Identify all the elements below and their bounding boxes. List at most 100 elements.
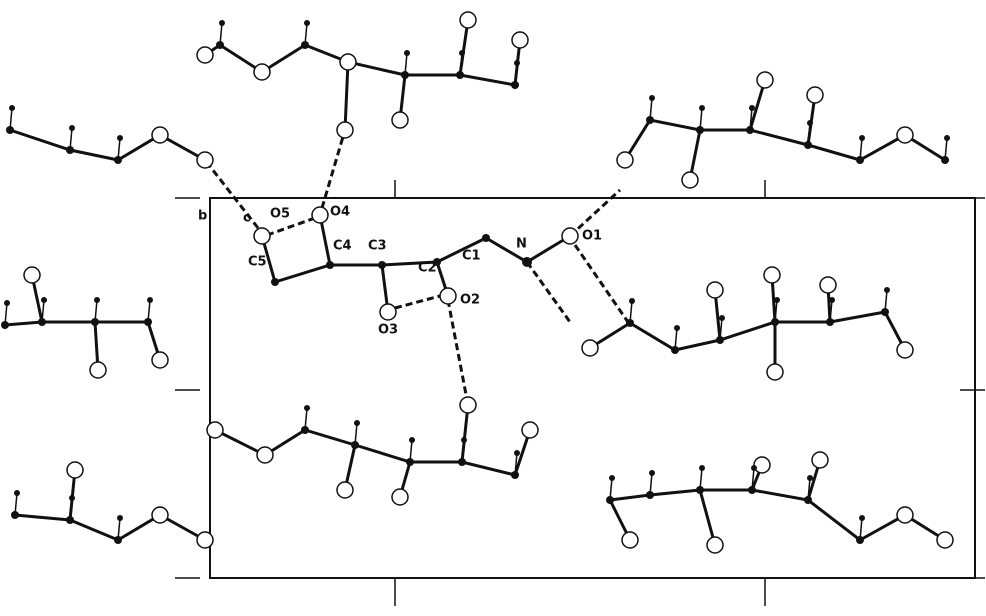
carbon-atom xyxy=(511,81,519,89)
carbon-atom xyxy=(456,71,464,79)
hydrogen-atom xyxy=(859,515,865,521)
oxygen-atom xyxy=(582,340,598,356)
hydrogen-atom xyxy=(147,297,153,303)
carbon-atom xyxy=(91,318,99,326)
hydrogen-bond xyxy=(395,296,440,308)
hydrogen-atom xyxy=(41,297,47,303)
oxygen-atom xyxy=(522,422,538,438)
oxygen-atom xyxy=(257,447,273,463)
hydrogen-atom xyxy=(4,300,10,306)
carbon-atom xyxy=(114,536,122,544)
oxygen-atom xyxy=(340,54,356,70)
oxygen-atom xyxy=(440,288,456,304)
hydrogen-atom xyxy=(409,437,415,443)
hydrogen-bond xyxy=(448,300,468,405)
backbone xyxy=(625,120,945,160)
oxygen-atom xyxy=(392,489,408,505)
carbon-atom xyxy=(114,156,122,164)
carbon-atom xyxy=(941,156,949,164)
carbon-atom xyxy=(378,261,386,269)
oxygen-atom xyxy=(807,87,823,103)
atom-label: O4 xyxy=(330,205,350,220)
oxygen-atom xyxy=(392,112,408,128)
oxygen-atom xyxy=(754,457,770,473)
oxygen-atom xyxy=(67,462,83,478)
hydrogen-atom xyxy=(829,297,835,303)
hydrogen-atom xyxy=(699,105,705,111)
oxygen-atom xyxy=(207,422,223,438)
hydrogen-atom xyxy=(219,20,225,26)
carbon-atom xyxy=(746,126,754,134)
hydrogen-atom xyxy=(774,297,780,303)
oxygen-atom xyxy=(512,32,528,48)
oxygen-atom xyxy=(767,364,783,380)
oxygen-atom xyxy=(152,507,168,523)
carbon-atom xyxy=(771,318,779,326)
carbon-atom xyxy=(716,336,724,344)
oxygen-atom xyxy=(757,72,773,88)
hydrogen-atom xyxy=(514,60,520,66)
atom-label: O5 xyxy=(270,207,290,222)
carbon-atom xyxy=(881,308,889,316)
hydrogen-atom xyxy=(304,20,310,26)
carbon-atom xyxy=(856,536,864,544)
carbon-atom xyxy=(696,486,704,494)
hydrogen-atom xyxy=(649,470,655,476)
oxygen-atom xyxy=(24,267,40,283)
oxygen-atom xyxy=(682,172,698,188)
carbon-atom xyxy=(826,318,834,326)
oxygen-atom xyxy=(897,127,913,143)
oxygen-atom xyxy=(337,122,353,138)
oxygen-atom xyxy=(254,228,270,244)
atom-label: N xyxy=(516,237,527,252)
axis-label: c xyxy=(243,211,251,226)
hydrogen-atom xyxy=(674,325,680,331)
oxygen-atom xyxy=(152,127,168,143)
hydrogen-atom xyxy=(514,450,520,456)
unit-cell xyxy=(210,198,975,578)
carbon-atom xyxy=(1,321,9,329)
carbon-atom xyxy=(6,126,14,134)
carbon-atom xyxy=(511,471,519,479)
carbon-atom xyxy=(606,496,614,504)
oxygen-atom xyxy=(337,482,353,498)
oxygen-atom xyxy=(197,47,213,63)
hydrogen-atom xyxy=(69,125,75,131)
hydrogen-atom xyxy=(751,465,757,471)
hydrogen-atom xyxy=(629,298,635,304)
carbon-atom xyxy=(301,41,309,49)
hydrogen-atom xyxy=(117,135,123,141)
axis-label: b xyxy=(198,209,207,224)
bond xyxy=(345,62,348,130)
hydrogen-bond xyxy=(527,262,570,322)
hydrogen-atom xyxy=(699,465,705,471)
oxygen-atom xyxy=(152,352,168,368)
hydrogen-atom xyxy=(9,105,15,111)
oxygen-atom xyxy=(460,12,476,28)
hydrogen-atom xyxy=(461,437,467,443)
crystal-packing-diagram: b c O5 O4 C5 C4 C3 C2 C1 N O1 O2 O3 xyxy=(0,0,986,616)
carbon-atom xyxy=(804,141,812,149)
hydrogen-bond xyxy=(322,130,345,208)
carbon-atom xyxy=(458,458,466,466)
nitrogen-atom xyxy=(522,257,532,267)
hydrogen-atom xyxy=(69,495,75,501)
carbon-atom xyxy=(406,458,414,466)
atom-label: C4 xyxy=(333,239,352,254)
carbon-atom xyxy=(696,126,704,134)
atom-label: C1 xyxy=(462,249,481,264)
backbone xyxy=(10,130,205,160)
carbon-atom xyxy=(301,426,309,434)
carbon-atom xyxy=(671,346,679,354)
carbon-atom xyxy=(11,511,19,519)
backbone xyxy=(15,515,205,540)
carbon-atom xyxy=(351,441,359,449)
hydrogen-atom xyxy=(719,315,725,321)
oxygen-atom xyxy=(764,267,780,283)
atom-label: O2 xyxy=(460,293,480,308)
oxygen-atom xyxy=(617,152,633,168)
hydrogen-atom xyxy=(94,297,100,303)
hydrogen-atom xyxy=(117,515,123,521)
carbon-atom xyxy=(216,41,224,49)
backbone xyxy=(205,45,515,85)
